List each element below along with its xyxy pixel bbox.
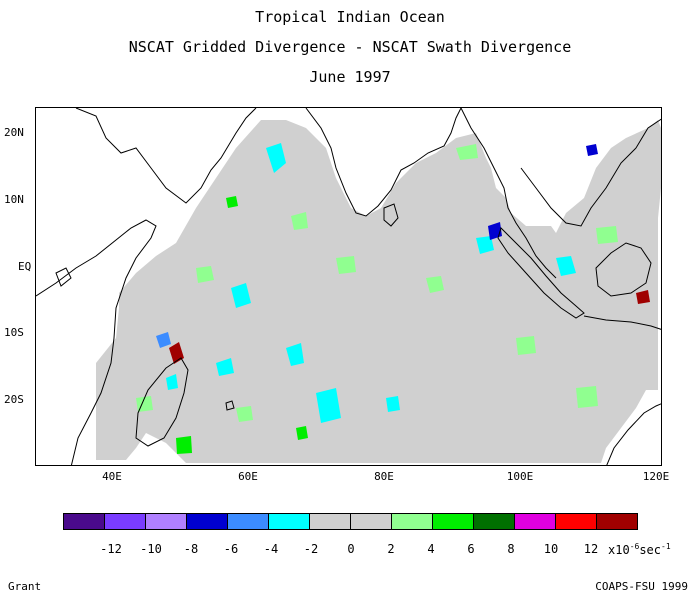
- lat-label-10s: 10S: [4, 326, 24, 339]
- lat-label-20n: 20N: [4, 126, 24, 139]
- green-patch: [176, 436, 192, 454]
- colorbar-swatch: [64, 514, 105, 529]
- lat-label-10n: 10N: [4, 193, 24, 206]
- lon-label-60e: 60E: [238, 470, 258, 483]
- green-patch: [516, 336, 536, 355]
- colorbar-units: x10-6sec-1: [608, 542, 671, 557]
- colorbar-label: -8: [183, 542, 199, 556]
- green-patch: [336, 256, 356, 274]
- colorbar-swatch: [433, 514, 474, 529]
- colorbar-label: 12: [583, 542, 599, 556]
- cyan-patch: [316, 388, 341, 423]
- coast-africa: [36, 219, 157, 465]
- colorbar-label: 0: [347, 542, 355, 556]
- green-patch: [291, 212, 308, 230]
- lat-label-20s: 20S: [4, 393, 24, 406]
- credit-author: Grant: [8, 580, 42, 593]
- colorbar-label: 10: [543, 542, 559, 556]
- credit-org: COAPS-FSU 1999: [595, 580, 688, 593]
- cyan-patch: [476, 236, 494, 254]
- coast-arabia: [75, 108, 257, 204]
- cyan-patch: [266, 143, 286, 173]
- green-patch: [426, 276, 444, 293]
- cyan-patch: [286, 343, 304, 366]
- lon-label-120e: 120E: [642, 470, 670, 483]
- green-patch: [236, 406, 253, 422]
- cyan-patch: [216, 358, 234, 376]
- coast-sri-lanka: [383, 203, 399, 227]
- map-panel: [35, 107, 662, 466]
- coast-borneo: [595, 242, 652, 297]
- green-patch: [576, 386, 598, 408]
- colorbar-label: 2: [387, 542, 395, 556]
- coast-island: [55, 267, 72, 287]
- dark-green-patch: [296, 426, 308, 440]
- lon-label-40e: 40E: [102, 470, 122, 483]
- colorbar-swatch: [597, 514, 637, 529]
- green-patch: [456, 144, 478, 160]
- colorbar-label: 6: [467, 542, 475, 556]
- dark-green-patch: [226, 196, 238, 208]
- cyan-patch: [166, 374, 178, 390]
- magenta-patch: [636, 290, 650, 304]
- colorbar-swatch: [310, 514, 351, 529]
- lon-label-80e: 80E: [374, 470, 394, 483]
- colorbar-label: 8: [507, 542, 515, 556]
- blue-patch: [156, 332, 171, 348]
- colorbar-label: 4: [427, 542, 435, 556]
- colorbar-swatch: [146, 514, 187, 529]
- coast-java: [583, 315, 661, 330]
- colorbar-label: -12: [100, 542, 122, 556]
- colorbar-swatch: [556, 514, 597, 529]
- colorbar-swatch: [269, 514, 310, 529]
- title-subtitle: NSCAT Gridded Divergence - NSCAT Swath D…: [128, 38, 572, 56]
- lon-label-100e: 100E: [506, 470, 534, 483]
- coast-australia: [606, 403, 661, 465]
- coast-sumatra: [497, 227, 585, 319]
- colorbar-swatch: [515, 514, 556, 529]
- colorbar-swatch: [105, 514, 146, 529]
- title-date: June 1997: [309, 68, 391, 86]
- colorbar-label: -6: [223, 542, 239, 556]
- colorbar-swatch: [228, 514, 269, 529]
- cyan-patch: [556, 256, 576, 276]
- coast-madagascar: [135, 357, 189, 447]
- colorbar-label: -2: [303, 542, 319, 556]
- purple-patch: [586, 144, 598, 156]
- cyan-patch: [231, 283, 251, 308]
- coast-india: [305, 108, 462, 217]
- map-svg: [36, 108, 661, 465]
- coast-malay: [460, 108, 557, 279]
- coast-indochina: [520, 118, 661, 227]
- colorbar-swatch: [474, 514, 515, 529]
- colorbar-swatch: [187, 514, 228, 529]
- colorbar-label: -10: [140, 542, 162, 556]
- lat-label-eq: EQ: [18, 260, 32, 273]
- colorbar-swatch: [392, 514, 433, 529]
- cyan-patch: [386, 396, 400, 412]
- coast-island: [225, 400, 235, 411]
- green-patch: [196, 266, 214, 283]
- colorbar-swatch: [351, 514, 392, 529]
- colorbar: [63, 513, 638, 530]
- coastlines: [36, 108, 661, 465]
- colorbar-label: -4: [263, 542, 279, 556]
- title-main: Tropical Indian Ocean: [255, 8, 445, 26]
- ocean-field: [96, 120, 661, 463]
- green-patch: [596, 226, 618, 244]
